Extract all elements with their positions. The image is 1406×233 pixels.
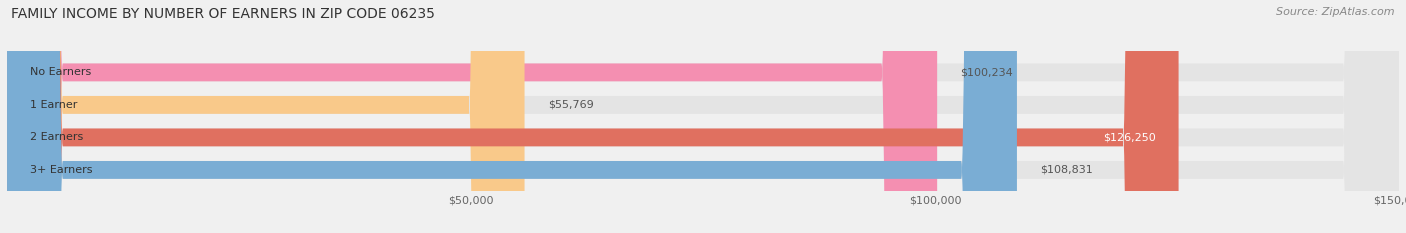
FancyBboxPatch shape: [7, 0, 1017, 233]
FancyBboxPatch shape: [7, 0, 1399, 233]
Text: $100,234: $100,234: [960, 67, 1014, 77]
Text: FAMILY INCOME BY NUMBER OF EARNERS IN ZIP CODE 06235: FAMILY INCOME BY NUMBER OF EARNERS IN ZI…: [11, 7, 434, 21]
FancyBboxPatch shape: [7, 0, 938, 233]
FancyBboxPatch shape: [7, 0, 1399, 233]
FancyBboxPatch shape: [7, 0, 524, 233]
Text: $55,769: $55,769: [548, 100, 593, 110]
FancyBboxPatch shape: [7, 0, 1399, 233]
Text: $126,250: $126,250: [1102, 132, 1156, 142]
Text: No Earners: No Earners: [31, 67, 91, 77]
FancyBboxPatch shape: [7, 0, 1399, 233]
Text: Source: ZipAtlas.com: Source: ZipAtlas.com: [1277, 7, 1395, 17]
Text: $108,831: $108,831: [1040, 165, 1092, 175]
FancyBboxPatch shape: [7, 0, 1178, 233]
Text: 3+ Earners: 3+ Earners: [31, 165, 93, 175]
Text: 1 Earner: 1 Earner: [31, 100, 77, 110]
Text: 2 Earners: 2 Earners: [31, 132, 83, 142]
